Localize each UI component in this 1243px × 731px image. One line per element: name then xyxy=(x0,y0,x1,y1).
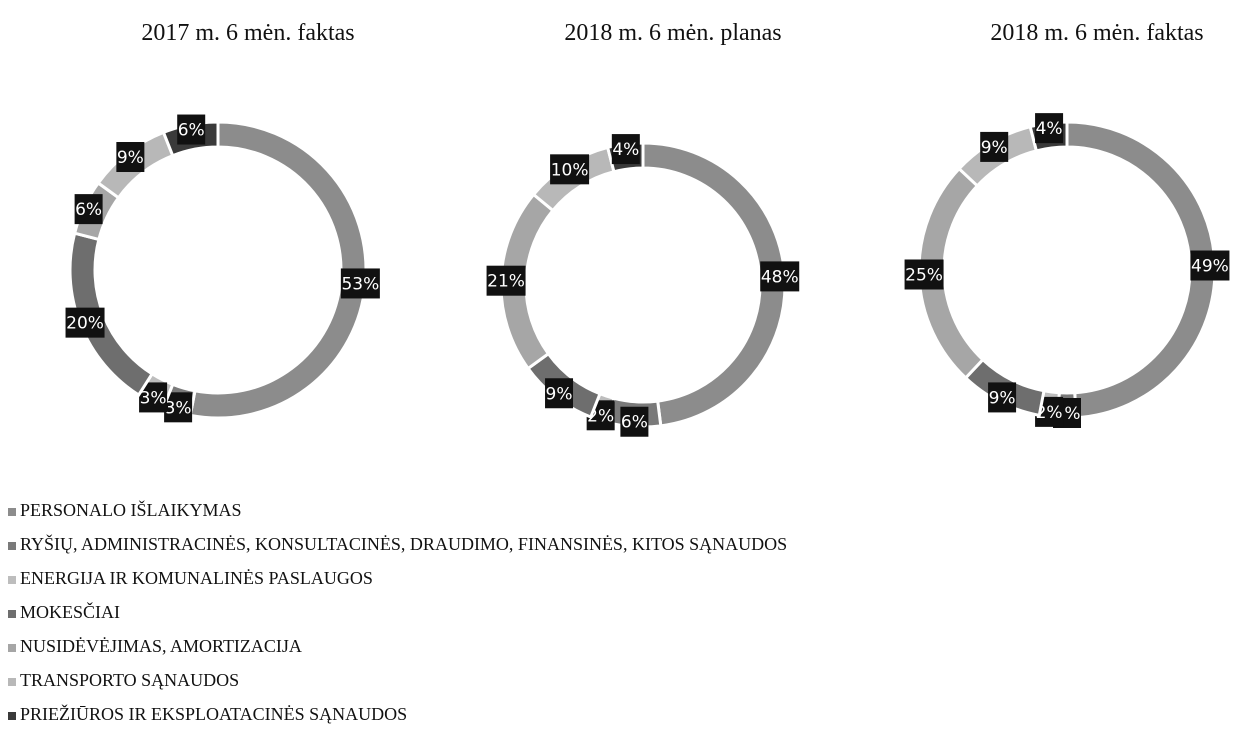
label-box xyxy=(74,194,103,225)
data-label: 9% xyxy=(981,138,1008,158)
label-box xyxy=(760,261,800,292)
label-box xyxy=(340,268,380,299)
label-box xyxy=(904,259,944,290)
legend-label: TRANSPORTO SĄNAUDOS xyxy=(20,670,239,690)
data-label: 49% xyxy=(1191,257,1229,277)
data-label: 21% xyxy=(487,272,525,292)
label-box xyxy=(620,406,649,437)
label-box xyxy=(177,114,206,145)
data-label: 6% xyxy=(621,413,648,433)
data-label: 9% xyxy=(117,148,144,168)
data-label: 3% xyxy=(140,388,167,408)
label-box xyxy=(550,154,590,185)
legend-label: PRIEŽIŪROS IR EKSPLOATACINĖS SĄNAUDOS xyxy=(20,703,407,724)
legend-label: MOKESČIAI xyxy=(20,601,120,622)
label-box xyxy=(988,382,1017,413)
label-box xyxy=(980,131,1009,162)
label-box xyxy=(116,142,145,173)
chart-title: 2018 m. 6 mėn. faktas xyxy=(990,20,1203,46)
legend-label: NUSIDĖVĖJIMAS, AMORTIZACIJA xyxy=(20,636,302,656)
label-box xyxy=(486,265,526,296)
legend-swatch xyxy=(8,542,16,550)
data-label: 4% xyxy=(612,140,639,160)
label-box xyxy=(611,134,640,165)
data-label: 25% xyxy=(905,265,943,285)
donut-segment xyxy=(188,120,368,420)
data-label: 2% xyxy=(1036,403,1063,423)
legend-label: ENERGIJA IR KOMUNALINĖS PASLAUGOS xyxy=(20,568,373,588)
data-label: 10% xyxy=(551,160,589,180)
legend-label: RYŠIŲ, ADMINISTRACINĖS, KONSULTACINĖS, D… xyxy=(20,533,787,554)
chart-title: 2018 m. 6 mėn. planas xyxy=(564,20,781,46)
legend-swatch xyxy=(8,576,16,584)
data-label: 48% xyxy=(761,267,799,287)
label-box xyxy=(1035,113,1064,144)
legend-swatch xyxy=(8,644,16,652)
legend-label: PERSONALO IŠLAIKYMAS xyxy=(20,499,242,520)
legend-swatch xyxy=(8,610,16,618)
data-label: 53% xyxy=(341,274,379,294)
label-box xyxy=(545,378,574,409)
data-label: 9% xyxy=(989,388,1016,408)
data-label: 6% xyxy=(178,121,205,141)
data-label: 9% xyxy=(546,384,573,404)
data-label: 4% xyxy=(1036,119,1063,139)
data-label: 20% xyxy=(66,314,104,334)
legend-swatch xyxy=(8,508,16,516)
legend-swatch xyxy=(8,712,16,720)
label-box xyxy=(1190,250,1230,281)
data-label: 6% xyxy=(75,200,102,220)
legend-swatch xyxy=(8,678,16,686)
chart-title: 2017 m. 6 mėn. faktas xyxy=(141,20,354,46)
data-label: 3% xyxy=(165,398,192,418)
label-box xyxy=(65,307,105,338)
